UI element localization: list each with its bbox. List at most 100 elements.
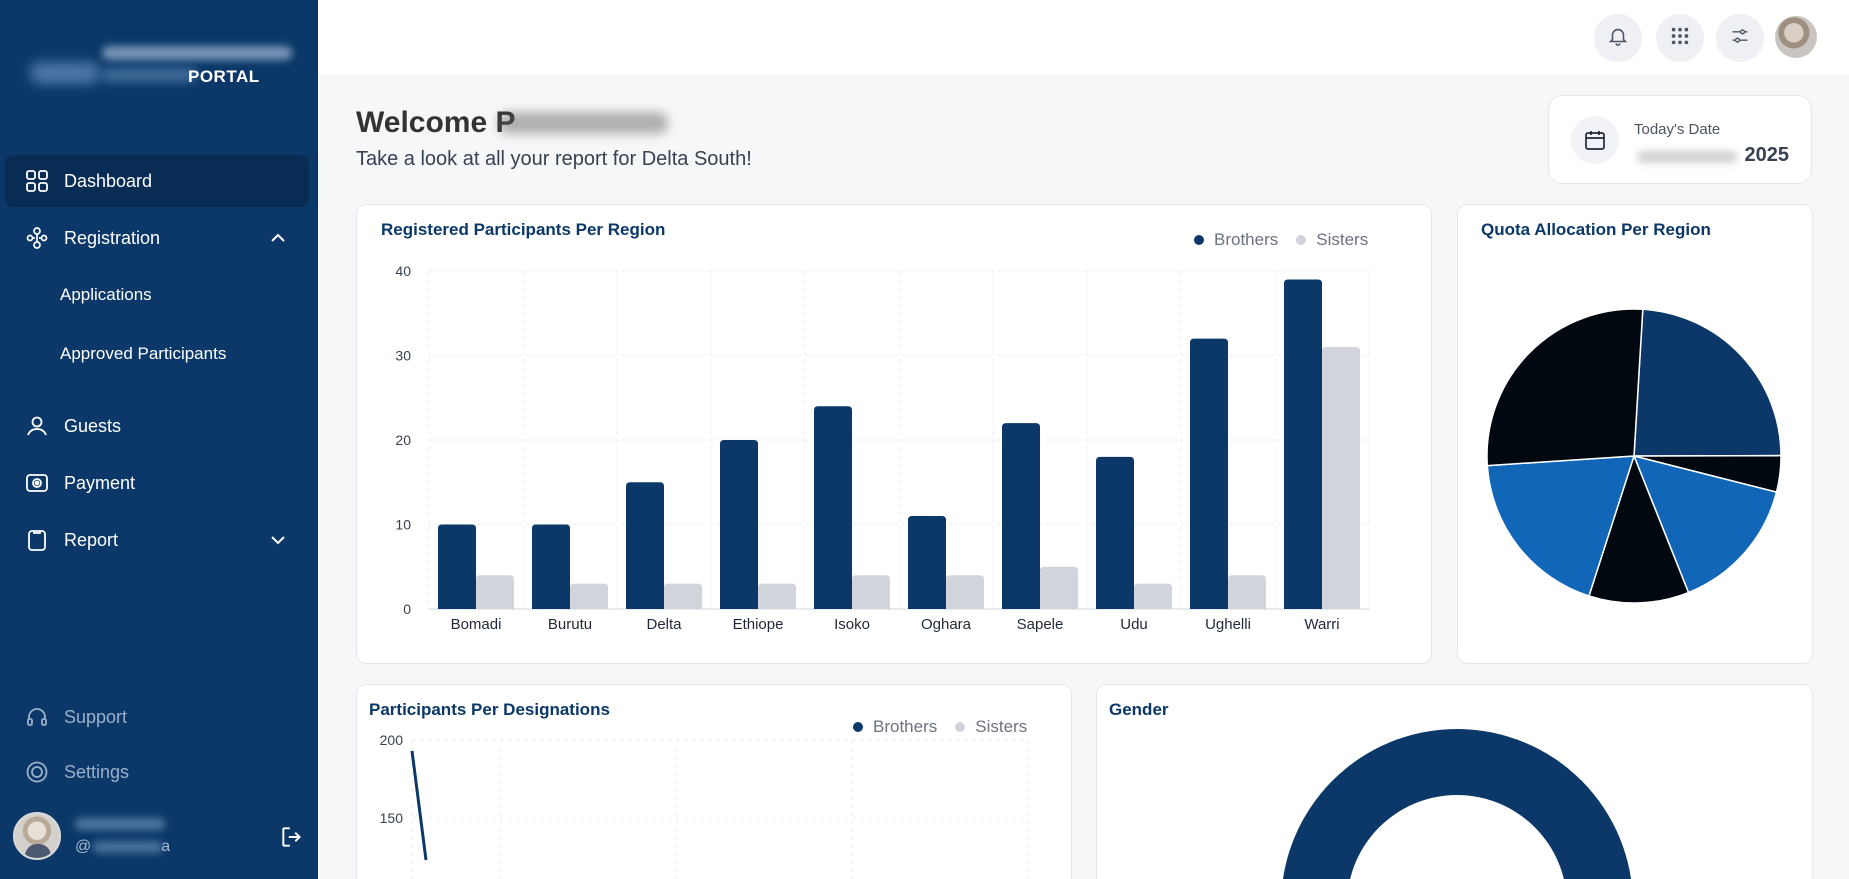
avatar[interactable]: [13, 812, 61, 860]
bar-brothers: [532, 524, 570, 609]
bar-sisters: [1040, 566, 1078, 609]
legend-sisters[interactable]: Sisters: [955, 717, 1027, 737]
chevron-up-icon[interactable]: [269, 229, 287, 247]
pie-slice: [1486, 308, 1644, 467]
clipboard-icon: [24, 527, 50, 553]
sidebar-item-label: Registration: [64, 227, 161, 248]
user-profile[interactable]: @ a: [13, 812, 309, 862]
bar-brothers: [720, 440, 758, 609]
x-tick-label: Udu: [1120, 616, 1148, 633]
pie-slice: [1632, 454, 1778, 594]
pie-slice: [1588, 453, 1690, 604]
bar-brothers: [908, 516, 946, 609]
bar-brothers: [814, 406, 852, 609]
designation-chart-card: Participants Per Designations Brothers S…: [356, 684, 1072, 879]
page-title: Welcome P: [356, 106, 516, 139]
chart-title: Gender: [1109, 700, 1169, 719]
notifications-button[interactable]: [1594, 14, 1642, 62]
calendar-icon: [1571, 116, 1619, 164]
y-tick-label: 20: [395, 432, 411, 448]
sidebar-item-settings[interactable]: Settings: [5, 746, 309, 798]
chart-title: Participants Per Designations: [369, 700, 610, 719]
sidebar-item-label: Support: [64, 706, 128, 727]
logo-portal-text: PORTAL: [188, 67, 260, 86]
sidebar: PORTAL Dashboard Registration Applicatio…: [0, 0, 318, 879]
camera-icon: [24, 470, 50, 496]
chart-title: Registered Participants Per Region: [381, 220, 666, 239]
region-bar-chart: 0 10 20 30 40 Bomadi Burutu Delta Ethiope Isoko Og…: [395, 263, 1370, 633]
x-tick-label: Warri: [1304, 616, 1339, 633]
gear-icon: [24, 759, 50, 785]
chart-legend: Brothers Sisters: [853, 717, 1045, 737]
user-name-redacted: [498, 112, 668, 134]
chevron-down-icon[interactable]: [269, 531, 287, 549]
region-chart-card: Registered Participants Per Region Broth…: [356, 204, 1432, 664]
avatar[interactable]: [1775, 16, 1817, 58]
y-tick-label: 30: [395, 348, 411, 364]
sidebar-item-report[interactable]: Report: [5, 514, 309, 566]
legend-brothers[interactable]: Brothers: [853, 717, 937, 737]
x-tick-label: Ughelli: [1205, 616, 1251, 633]
apps-button[interactable]: [1656, 14, 1704, 62]
bar-sisters: [1134, 583, 1172, 609]
logout-icon[interactable]: [279, 824, 305, 850]
date-label: Today's Date: [1634, 121, 1721, 138]
filters-button[interactable]: [1716, 14, 1764, 62]
x-tick-label: Ethiope: [733, 616, 784, 633]
sidebar-item-support[interactable]: Support: [5, 691, 309, 743]
x-tick-label: Bomadi: [451, 616, 502, 633]
date-year: 2025: [1744, 144, 1790, 166]
x-tick-label: Oghara: [921, 616, 972, 633]
legend-sisters[interactable]: Sisters: [1296, 230, 1368, 250]
y-tick-label: 150: [380, 810, 404, 826]
sidebar-item-payment[interactable]: Payment: [5, 457, 309, 509]
bar-sisters: [664, 583, 702, 609]
user-name-redacted: [75, 818, 165, 830]
grid-icon: [24, 168, 50, 194]
sidebar-subitem-applications[interactable]: Applications: [60, 285, 152, 304]
headset-icon: [24, 704, 50, 730]
designation-line-chart: 150 200: [380, 732, 1028, 879]
gender-chart-card: Gender: [1096, 684, 1813, 879]
bar-sisters: [852, 575, 890, 609]
sidebar-item-registration[interactable]: Registration: [5, 212, 309, 264]
y-tick-label: 10: [395, 517, 411, 533]
bar-brothers: [626, 482, 664, 609]
sidebar-item-guests[interactable]: Guests: [5, 400, 309, 452]
users-network-icon: [24, 225, 50, 251]
bell-icon: [1607, 25, 1629, 52]
bar-sisters: [570, 583, 608, 609]
pie-slice: [1633, 308, 1782, 457]
bar-brothers: [438, 524, 476, 609]
page-subtitle: Take a look at all your report for Delta…: [356, 148, 752, 170]
pie-slice: [1486, 455, 1636, 597]
y-tick-label: 0: [403, 601, 411, 617]
sidebar-item-label: Payment: [64, 472, 136, 493]
x-tick-label: Delta: [646, 616, 682, 633]
bar-sisters: [946, 575, 984, 609]
sidebar-item-label: Dashboard: [64, 170, 153, 191]
sidebar-item-label: Guests: [64, 415, 122, 436]
legend-brothers[interactable]: Brothers: [1194, 230, 1278, 250]
gender-donut-chart: [1283, 729, 1631, 879]
sidebar-subitem-approved-participants[interactable]: Approved Participants: [60, 344, 227, 363]
sidebar-item-label: Settings: [64, 761, 130, 782]
top-header: [318, 0, 1849, 75]
bar-sisters: [1322, 347, 1360, 609]
app-logo[interactable]: PORTAL: [22, 40, 292, 96]
chart-legend: Brothers Sisters: [1194, 230, 1386, 250]
line-brothers: [410, 750, 428, 861]
sidebar-item-label: Report: [64, 529, 119, 550]
bar-sisters: [1228, 575, 1266, 609]
date-card: Today's Date 2025: [1548, 95, 1812, 184]
bar-brothers: [1096, 456, 1134, 609]
sliders-icon: [1730, 26, 1750, 51]
x-tick-label: Burutu: [548, 616, 592, 633]
y-tick-label: 40: [395, 263, 411, 279]
bar-brothers: [1284, 279, 1322, 609]
chart-title: Quota Allocation Per Region: [1481, 220, 1711, 239]
user-icon: [24, 413, 50, 439]
bar-sisters: [758, 583, 796, 609]
quota-chart-card: Quota Allocation Per Region: [1457, 204, 1813, 664]
sidebar-item-dashboard[interactable]: Dashboard: [5, 155, 309, 207]
